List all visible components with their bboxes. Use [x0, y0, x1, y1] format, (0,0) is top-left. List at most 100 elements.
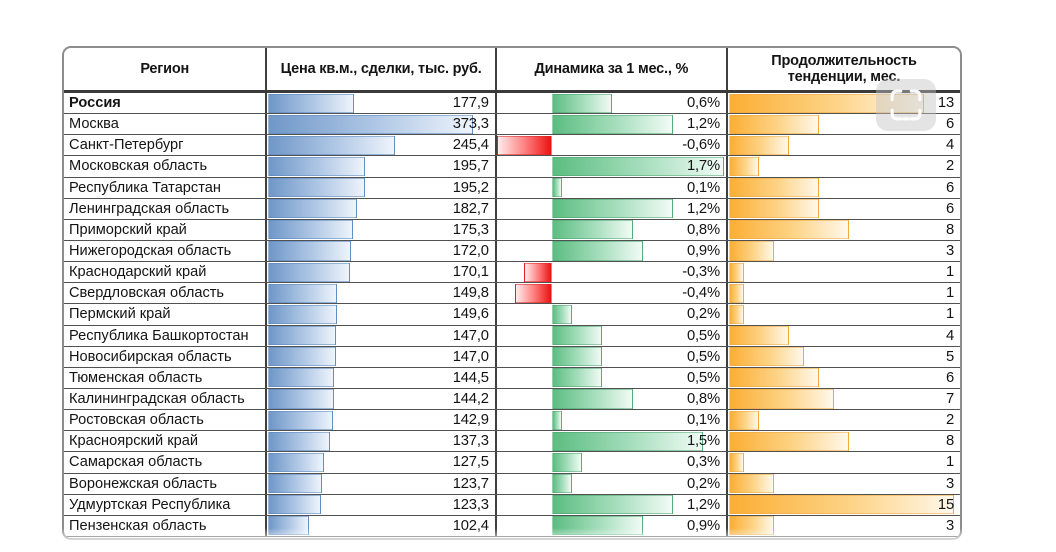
duration-cell: 4 — [728, 326, 960, 346]
duration-cell: 4 — [728, 135, 960, 155]
region-cell: Калининградская область — [64, 388, 268, 410]
dynamics-cell: 0,2% — [497, 473, 728, 494]
price-cell: 147,0 — [267, 325, 497, 346]
dynamics-bar — [551, 495, 674, 515]
price-cell: 195,7 — [267, 156, 497, 177]
dynamics-cell: -0,4% — [497, 283, 728, 304]
table-row: Удмуртская Республика 123,3 1,2% 15 — [64, 494, 960, 516]
region-name: Приморский край — [69, 221, 187, 238]
duration-bar — [728, 199, 819, 219]
duration-bar — [728, 347, 804, 367]
price-bar — [268, 220, 353, 240]
duration-bar — [728, 389, 834, 409]
duration-cell: 8 — [728, 220, 960, 240]
dynamics-bar — [551, 431, 704, 451]
price-cell: 123,7 — [267, 473, 497, 494]
table-row: Свердловская область 149,8 -0,4% 1 — [64, 283, 960, 305]
duration-bar — [728, 178, 819, 198]
dynamics-cell: 0,2% — [497, 304, 728, 325]
duration-value: 1 — [945, 285, 954, 302]
duration-value: 5 — [945, 348, 954, 365]
dynamics-bar — [551, 389, 633, 409]
region-name: Свердловская область — [69, 285, 225, 302]
region-cell: Новосибирская область — [64, 346, 268, 367]
region-cell: Санкт-Петербург — [64, 135, 268, 156]
price-bar — [268, 326, 336, 346]
region-cell: Московская область — [64, 156, 268, 177]
region-name: Новосибирская область — [69, 348, 232, 365]
region-name: Санкт-Петербург — [69, 137, 184, 154]
duration-value: 2 — [945, 158, 954, 175]
price-bar — [268, 262, 350, 282]
price-cell: 172,0 — [267, 240, 497, 262]
dynamics-cell: 1,2% — [497, 494, 728, 515]
duration-cell: 6 — [728, 199, 960, 219]
price-cell: 137,3 — [267, 431, 497, 452]
duration-cell: 13 — [728, 93, 960, 113]
dynamics-cell: 0,5% — [497, 346, 728, 367]
dynamics-cell: 1,2% — [497, 198, 728, 219]
duration-bar — [728, 304, 744, 325]
table-row: Пермский край 149,6 0,2% 1 — [64, 304, 960, 326]
dynamics-bar — [515, 283, 552, 303]
region-cell: Россия — [64, 93, 268, 114]
dynamics-value: 0,3% — [686, 454, 720, 471]
dynamics-bar — [551, 220, 633, 240]
region-name: Россия — [69, 95, 121, 112]
price-bar — [268, 431, 330, 451]
table-row: Краснодарский край 170,1 -0,3% 1 — [64, 262, 960, 284]
duration-value: 6 — [945, 116, 954, 133]
duration-bar — [728, 431, 849, 451]
price-bar — [268, 114, 474, 134]
region-name: Удмуртская Республика — [69, 496, 231, 513]
region-cell: Москва — [64, 114, 268, 135]
price-value: 195,7 — [452, 158, 489, 175]
dynamics-value: 0,1% — [686, 412, 720, 429]
duration-bar — [728, 156, 759, 177]
column-header-region: Регион — [64, 48, 268, 90]
duration-cell: 5 — [728, 347, 960, 367]
price-value: 177,9 — [452, 95, 489, 112]
column-header-dynamics: Динамика за 1 мес., % — [497, 48, 728, 90]
region-cell: Удмуртская Республика — [64, 494, 268, 515]
dynamics-value: 0,5% — [686, 369, 720, 386]
price-bar — [268, 156, 366, 177]
table-header-row: Регион Цена кв.м., сделки, тыс. руб. Дин… — [64, 48, 960, 93]
price-bar — [268, 93, 355, 113]
price-bar — [268, 452, 324, 473]
region-cell: Ростовская область — [64, 410, 268, 431]
duration-cell: 15 — [728, 495, 960, 515]
price-cell: 149,8 — [267, 283, 497, 304]
duration-bar — [728, 220, 849, 240]
duration-value: 8 — [945, 221, 954, 238]
duration-cell: 1 — [728, 283, 960, 303]
dynamics-value: -0,3% — [682, 264, 720, 281]
duration-value: 6 — [945, 369, 954, 386]
table-row: Ростовская область 142,9 0,1% 2 — [64, 410, 960, 432]
dynamics-cell: 0,5% — [497, 325, 728, 346]
region-cell: Красноярский край — [64, 431, 268, 452]
duration-cell: 2 — [728, 410, 960, 430]
bottom-fade-overlay — [58, 528, 966, 550]
price-cell: 175,3 — [267, 219, 497, 240]
dynamics-bar — [551, 410, 562, 430]
region-cell: Нижегородская область — [64, 240, 268, 262]
price-cell: 142,9 — [267, 410, 497, 431]
price-value: 144,5 — [452, 369, 489, 386]
region-name: Тюменская область — [69, 369, 203, 386]
table-row: Самарская область 127,5 0,3% 1 — [64, 452, 960, 474]
price-bar — [268, 410, 334, 430]
price-value: 172,0 — [452, 243, 489, 260]
dynamics-cell: 0,3% — [497, 452, 728, 473]
price-bar — [268, 178, 365, 198]
region-cell: Республика Башкортостан — [64, 325, 268, 346]
duration-value: 6 — [945, 179, 954, 196]
price-cell: 182,7 — [267, 198, 497, 219]
price-bar — [268, 199, 358, 219]
price-value: 149,6 — [452, 306, 489, 323]
duration-cell: 1 — [728, 452, 960, 473]
dynamics-cell: 0,9% — [497, 240, 728, 262]
duration-value: 8 — [945, 433, 954, 450]
dynamics-value: 0,9% — [686, 243, 720, 260]
